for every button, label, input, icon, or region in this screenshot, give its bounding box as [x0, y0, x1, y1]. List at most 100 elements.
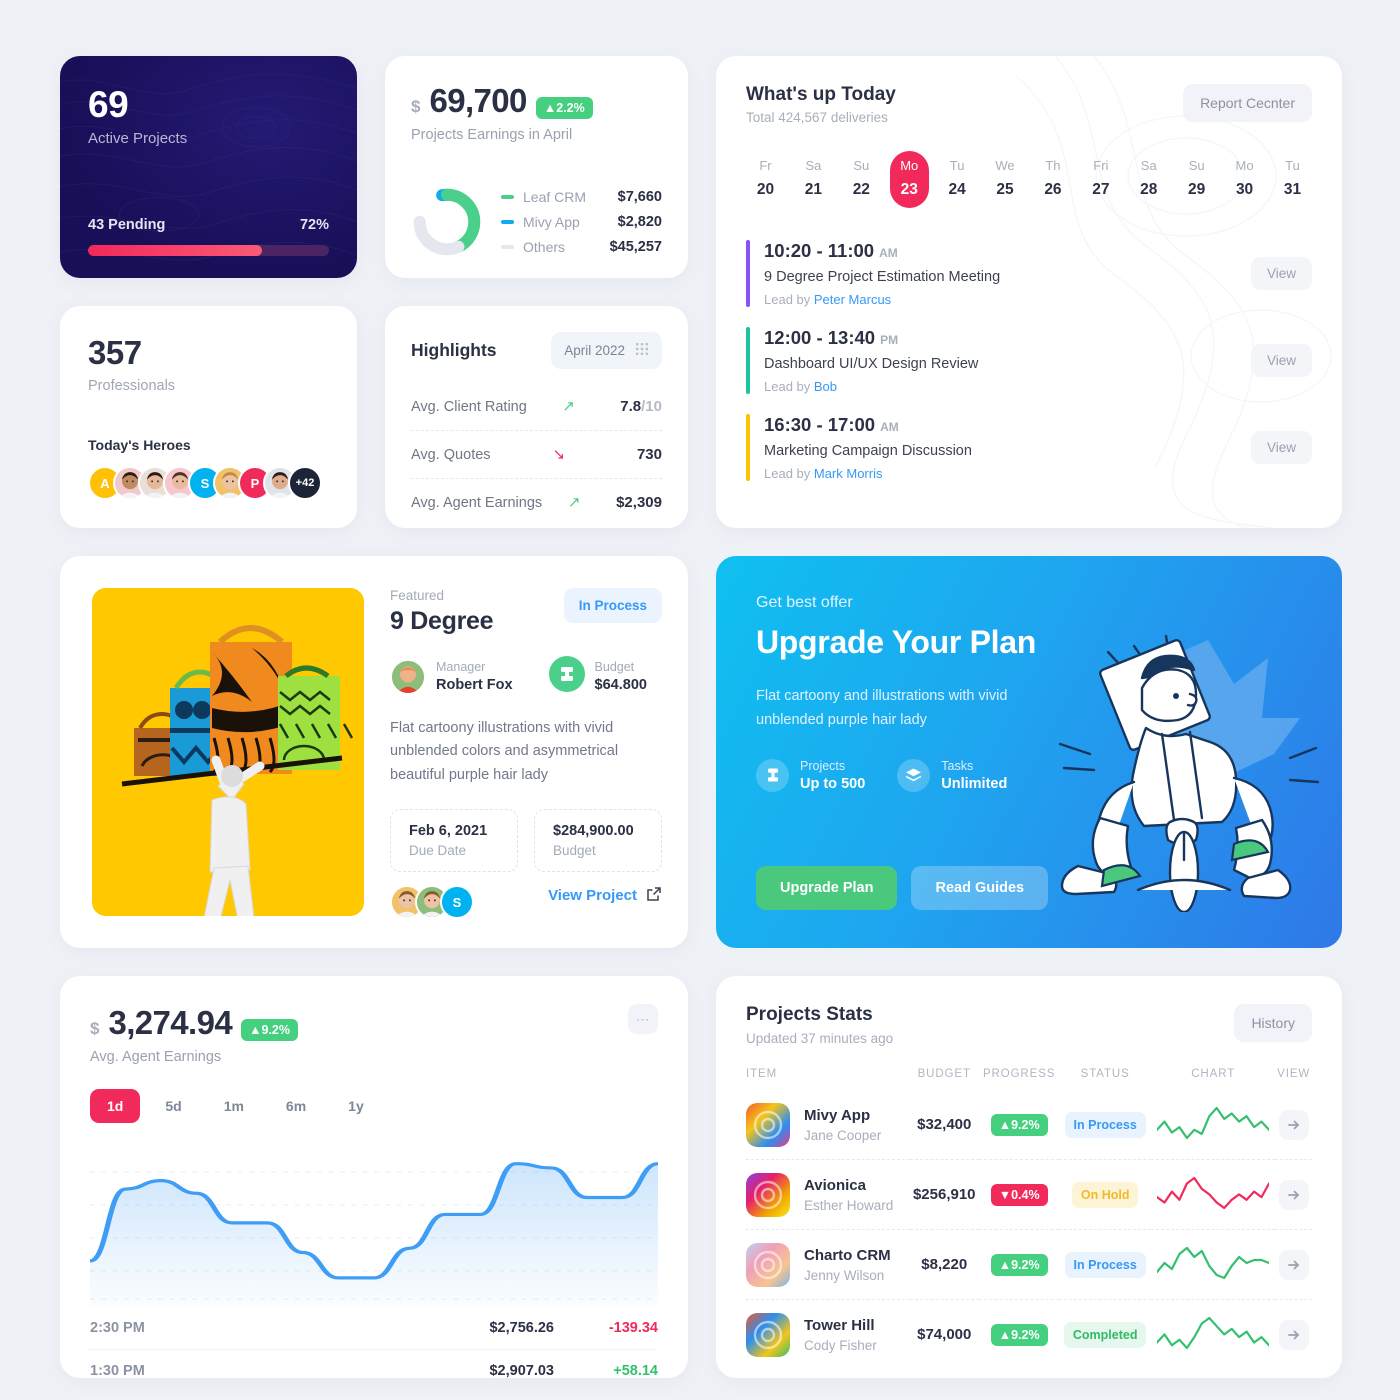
calendar-day[interactable]: Fri 27	[1081, 151, 1120, 208]
trend-down-icon: ↘	[552, 446, 566, 463]
progress-badge: ▲9.2%	[990, 1323, 1048, 1346]
currency-symbol: $	[411, 97, 421, 116]
agent-earnings-area-chart	[87, 1139, 661, 1307]
table-row: Charto CRM Jenny Wilson $8,220 ▲9.2% In Proc…	[746, 1229, 1312, 1300]
calendar-day[interactable]: Th 26	[1033, 151, 1072, 208]
status-badge: On Hold	[1071, 1181, 1139, 1208]
range-1d[interactable]: 1d	[90, 1089, 141, 1123]
pending-label: 43 Pending	[88, 217, 166, 233]
event-lead-name[interactable]: Peter Marcus	[813, 292, 892, 307]
range-1y[interactable]: 1y	[331, 1089, 381, 1123]
calendar-strip[interactable]: Fr 20 Sa 21 Su 22 Mo 23 Tu 24 We 25 Th 26 Fri 27 Sa 28 Su 2…	[746, 151, 1312, 208]
status-badge: In Process	[1064, 1251, 1146, 1278]
external-link-icon	[646, 886, 662, 906]
featured-project-card: Featured 9 Degree In Process Manager Rob…	[60, 556, 688, 948]
status-badge: Completed	[1063, 1321, 1147, 1348]
calendar-day[interactable]: Sa 28	[1129, 151, 1168, 208]
calendar-day[interactable]: Mo 30	[1225, 151, 1264, 208]
highlight-row: Avg. Quotes ↘ 730	[411, 431, 662, 479]
upgrade-plan-button[interactable]: Upgrade Plan	[756, 866, 898, 910]
calendar-day[interactable]: Su 22	[842, 151, 881, 208]
progress-badge: ▼0.4%	[990, 1183, 1048, 1206]
view-row-button[interactable]	[1278, 1179, 1309, 1210]
more-options-icon[interactable]: ⋯	[628, 1004, 658, 1034]
view-project-link[interactable]: View Project	[548, 886, 662, 906]
projects-stats-card: Projects Stats Updated 37 minutes ago Hi…	[716, 976, 1342, 1378]
upgrade-feature: Tasks Unlimited	[897, 758, 1007, 792]
detail-value: Feb 6, 2021	[409, 823, 488, 840]
event-item: 10:20 - 11:00 AM 9 Degree Project Estimati…	[746, 230, 1312, 317]
earnings-tick-row: 2:30 PM $2,756.26 -139.34	[90, 1307, 658, 1350]
earnings-amount: 69,700	[429, 82, 527, 119]
range-selector[interactable]: 1d 5d 1m 6m 1y	[90, 1089, 658, 1123]
cyclist-illustration	[1058, 634, 1320, 912]
event-lead: Lead by Mark Morris	[764, 466, 883, 481]
column-header: VIEW	[1277, 1068, 1311, 1080]
donut-segment	[413, 188, 481, 256]
budget-label: Budget	[594, 660, 635, 674]
view-row-button[interactable]	[1278, 1109, 1309, 1140]
calendar-date: 29	[1188, 181, 1206, 198]
highlights-card: Highlights April 2022 Avg. Client Rating…	[385, 306, 688, 528]
project-owner: Cody Fisher	[804, 1337, 877, 1353]
calendar-dow: Fri	[1093, 158, 1109, 173]
avatar[interactable]: S	[440, 885, 474, 920]
calendar-day[interactable]: Tu 24	[938, 151, 977, 208]
range-6m[interactable]: 6m	[269, 1089, 323, 1123]
legend-color-dash	[501, 195, 514, 199]
event-time: 10:20 - 11:00	[764, 240, 875, 261]
view-row-button[interactable]	[1278, 1319, 1309, 1350]
calendar-day[interactable]: We 25	[986, 151, 1025, 208]
event-name: Dashboard UI/UX Design Review	[764, 356, 979, 372]
featured-team-avatars[interactable]: S	[390, 885, 474, 920]
featured-detail-box: Feb 6, 2021 Due Date	[390, 809, 518, 873]
todays-heroes-label: Today's Heroes	[88, 437, 191, 453]
event-view-button[interactable]: View	[1250, 257, 1312, 290]
stats-title: Projects Stats	[746, 1004, 873, 1025]
avatar[interactable]	[415, 885, 449, 920]
avatar[interactable]: +42	[288, 466, 322, 500]
event-time: 12:00 - 13:40	[764, 327, 876, 348]
detail-label: Due Date	[409, 843, 467, 859]
tick-value: $2,756.26	[489, 1320, 554, 1336]
calendar-dow: Tu	[949, 158, 965, 173]
featured-project-image	[92, 588, 364, 916]
calendar-day[interactable]: Fr 20	[746, 151, 785, 208]
range-1m[interactable]: 1m	[207, 1089, 261, 1123]
project-sparkline	[1156, 1246, 1271, 1280]
event-lead-name[interactable]: Bob	[813, 379, 838, 394]
legend-value: $45,257	[609, 239, 662, 255]
report-center-button[interactable]: Report Cecnter	[1183, 84, 1312, 122]
table-row: Mivy App Jane Cooper $32,400 ▲9.2% In Proces…	[746, 1090, 1312, 1160]
calendar-day[interactable]: Tu 31	[1273, 151, 1312, 208]
range-5d[interactable]: 5d	[148, 1089, 198, 1123]
highlights-period-selector[interactable]: April 2022	[551, 332, 662, 369]
calendar-day-selected[interactable]: Mo 23	[889, 151, 929, 208]
app-icon	[746, 1242, 790, 1287]
view-project-label: View Project	[548, 887, 637, 905]
calendar-day[interactable]: Su 29	[1177, 151, 1216, 208]
tick-time: 1:30 PM	[90, 1363, 145, 1378]
highlight-label: Avg. Quotes	[411, 446, 491, 463]
column-header: CHART	[1191, 1068, 1236, 1080]
app-icon	[746, 1312, 790, 1357]
project-budget: $8,220	[921, 1255, 968, 1273]
calendar-day[interactable]: Sa 21	[794, 151, 833, 208]
event-color-bar	[746, 240, 750, 307]
app-icon	[746, 1172, 790, 1217]
read-guides-button[interactable]: Read Guides	[911, 866, 1049, 910]
featured-status-badge[interactable]: In Process	[563, 588, 662, 623]
table-row: Avionica Esther Howard $256,910 ▼0.4% On Hol…	[746, 1159, 1312, 1230]
dashboard-grid: 69 Active Projects 43 Pending 72% $ 69,7…	[60, 56, 1342, 1378]
event-view-button[interactable]: View	[1250, 344, 1312, 377]
status-badge: In Process	[1064, 1111, 1146, 1138]
tick-value: $2,907.03	[489, 1363, 554, 1378]
view-row-button[interactable]	[1278, 1249, 1309, 1280]
todays-heroes-avatars[interactable]: A S P +42	[88, 466, 329, 500]
column-header: BUDGET	[917, 1068, 971, 1080]
stats-subtitle: Updated 37 minutes ago	[746, 1031, 894, 1046]
highlight-value: $2,309	[616, 494, 662, 511]
history-button[interactable]: History	[1234, 1004, 1312, 1042]
event-view-button[interactable]: View	[1250, 431, 1312, 464]
event-lead-name[interactable]: Mark Morris	[813, 466, 883, 481]
